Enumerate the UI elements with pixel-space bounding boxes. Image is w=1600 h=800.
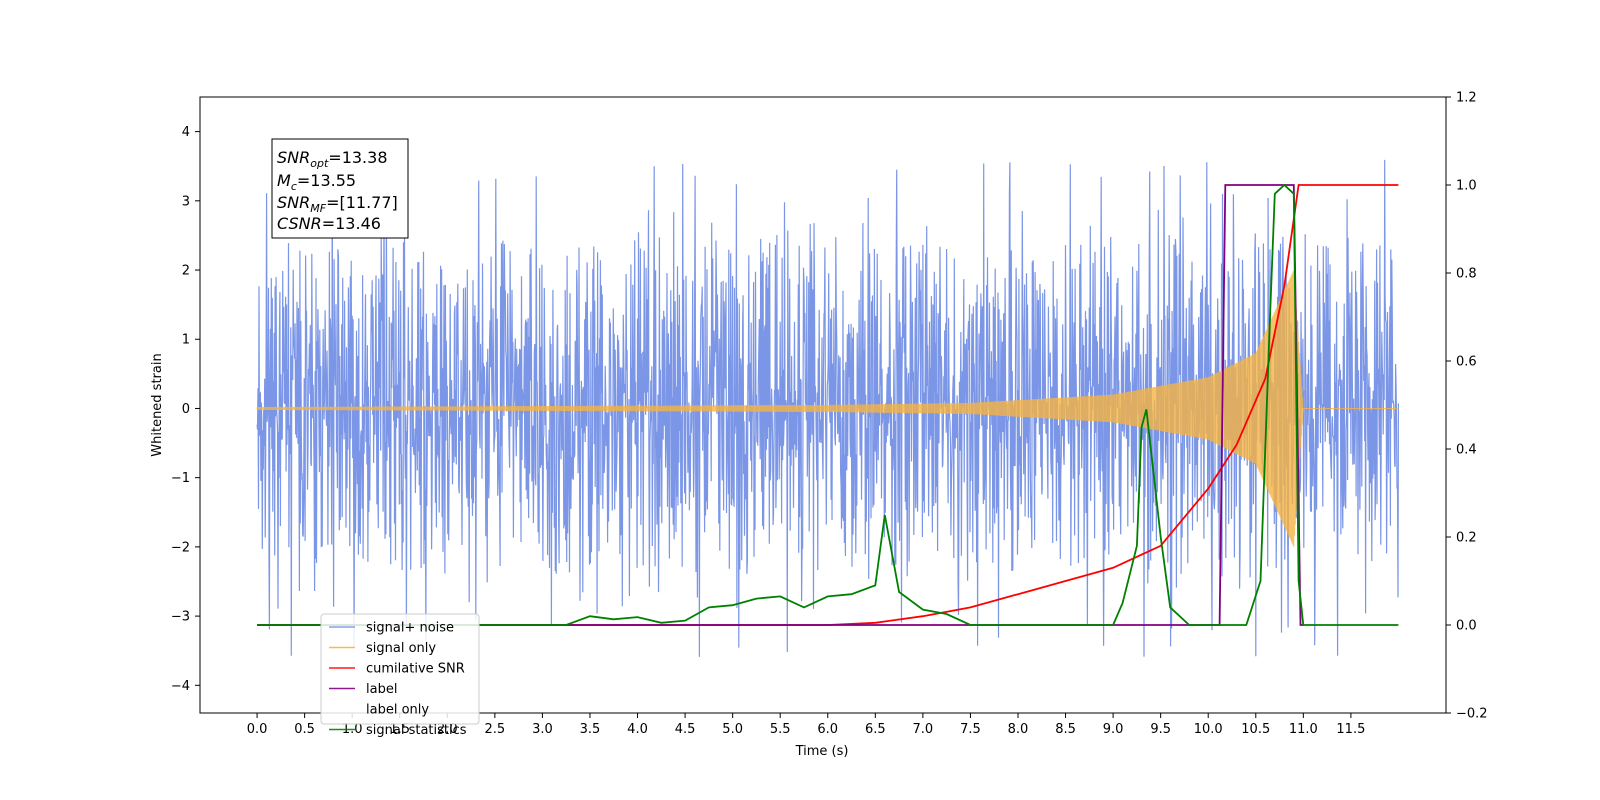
x-tick-label: 10.0 xyxy=(1194,722,1223,737)
series-signal-statistics-line xyxy=(257,183,1399,626)
y-left-tick-label: −4 xyxy=(171,679,190,694)
x-tick-label: 5.0 xyxy=(722,722,743,737)
legend-label: label xyxy=(366,682,397,697)
info-mc: Mc=13.55 xyxy=(277,171,356,193)
x-tick-label: 6.0 xyxy=(817,722,838,737)
legend-label: label only xyxy=(366,703,429,718)
x-tick-label: 4.5 xyxy=(675,722,696,737)
x-tick-label: 0.5 xyxy=(294,722,315,737)
x-tick-label: 9.5 xyxy=(1150,722,1171,737)
x-tick-label: 8.5 xyxy=(1055,722,1076,737)
y-left-tick-label: −2 xyxy=(171,540,190,555)
legend-label: signal statistics xyxy=(366,723,467,738)
x-tick-label: 6.5 xyxy=(865,722,886,737)
x-tick-label: 2.5 xyxy=(485,722,506,737)
series-cumilative-snr-line xyxy=(257,184,1399,626)
legend: signal+ noise signal only cumilative SNR la… xyxy=(320,613,480,738)
x-tick-label: 1.5 xyxy=(389,722,410,737)
y-axis-left: 4 3 2 1 0 −1 −2 −3 −4 xyxy=(171,125,200,694)
series-layer xyxy=(256,159,1399,657)
y-axis-title: Whitened strain xyxy=(150,353,165,456)
x-axis: 0.0 0.5 1.0 1.5 2.0 2.5 3.0 3.5 4.0 4.5 5.0 5.5 6.0 6… xyxy=(247,713,1365,737)
info-snr-opt: SNRopt=13.38 xyxy=(277,148,388,170)
x-tick-label: 3.0 xyxy=(532,722,553,737)
info-snr-mf: SNRMF=[11.77] xyxy=(277,193,398,215)
legend-label: cumilative SNR xyxy=(366,662,465,677)
x-tick-label: 8.0 xyxy=(1008,722,1029,737)
y-left-tick-label: 1 xyxy=(182,333,190,348)
y-right-tick-label: 0.6 xyxy=(1456,355,1477,370)
y-left-tick-label: 0 xyxy=(182,402,190,417)
y-right-tick-label: 0.8 xyxy=(1456,267,1477,282)
y-right-tick-label: 0.0 xyxy=(1456,619,1477,634)
y-right-tick-label: 0.4 xyxy=(1456,443,1477,458)
info-csnr: CSNR=13.46 xyxy=(277,214,381,233)
y-left-tick-label: 4 xyxy=(182,125,190,140)
y-right-tick-label: 1.0 xyxy=(1456,179,1477,194)
x-tick-label: 3.5 xyxy=(580,722,601,737)
y-right-tick-label: 1.2 xyxy=(1456,91,1477,106)
y-right-tick-label: 0.2 xyxy=(1456,531,1477,546)
x-tick-label: 4.0 xyxy=(627,722,648,737)
x-tick-label: 11.0 xyxy=(1289,722,1318,737)
plot-frame xyxy=(199,96,1447,714)
x-tick-label: 11.5 xyxy=(1336,722,1365,737)
x-tick-label: 7.5 xyxy=(960,722,981,737)
x-tick-label: 0.0 xyxy=(247,722,268,737)
series-signal-only-line xyxy=(256,270,1399,547)
x-axis-title: Time (s) xyxy=(795,744,849,759)
y-right-tick-label: −0.2 xyxy=(1456,707,1488,722)
x-tick-label: 5.5 xyxy=(770,722,791,737)
x-tick-label: 10.5 xyxy=(1241,722,1270,737)
x-tick-label: 2.0 xyxy=(437,722,458,737)
info-box: SNRopt=13.38 Mc=13.55 SNRMF=[11.77] CSNR… xyxy=(271,138,409,239)
legend-label: signal only xyxy=(366,641,436,656)
y-left-tick-label: 3 xyxy=(182,194,190,209)
y-left-tick-label: −1 xyxy=(171,471,190,486)
x-tick-label: 9.0 xyxy=(1103,722,1124,737)
y-axis-right: 1.2 1.0 0.8 0.6 0.4 0.2 0.0 −0.2 xyxy=(1446,91,1488,722)
y-left-tick-label: −3 xyxy=(171,610,190,625)
x-tick-label: 7.0 xyxy=(913,722,934,737)
y-left-tick-label: 2 xyxy=(182,264,190,279)
series-signal-noise-line xyxy=(256,159,1399,657)
legend-label: signal+ noise xyxy=(366,621,454,636)
